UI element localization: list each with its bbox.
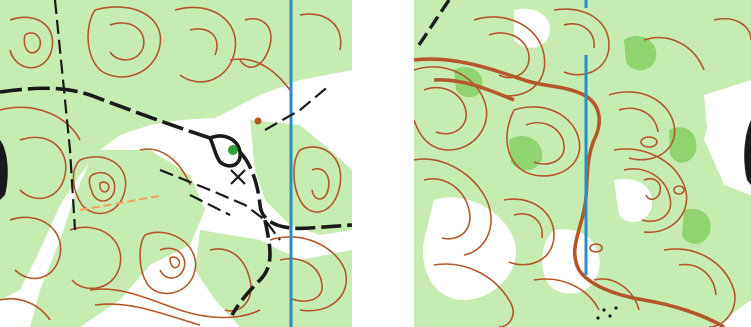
contour-line (553, 8, 610, 76)
contour-line (189, 28, 218, 56)
contour-line (99, 181, 110, 193)
contour-line (139, 148, 191, 186)
contour-line (473, 16, 546, 97)
vegetation-dense (669, 127, 697, 163)
contour-line (613, 148, 688, 233)
edge-blob (0, 140, 8, 200)
contour-lines-right (414, 8, 751, 327)
contour-line (87, 6, 162, 78)
dashed-path (159, 168, 281, 241)
light-path (79, 195, 161, 211)
green-dot (228, 145, 238, 155)
map-right-svg (414, 0, 751, 327)
contour-line (643, 36, 705, 71)
knoll (673, 185, 685, 195)
knoll (640, 136, 658, 148)
contour-line (9, 216, 62, 280)
contour-line (618, 107, 659, 133)
contour-line (623, 168, 672, 222)
contour-line (94, 303, 201, 326)
contour-line (293, 146, 342, 213)
control-cross-stroke (230, 169, 246, 185)
contour-line (89, 288, 261, 319)
contour-line (88, 171, 116, 202)
dashed-paths-left (53, 0, 331, 241)
orienteering-map-right (414, 0, 751, 327)
contour-line (0, 106, 81, 141)
contour-line (663, 248, 736, 327)
control-cross-icon (230, 169, 246, 185)
dashed-path (189, 194, 231, 216)
clearing (423, 197, 516, 300)
dot-knoll-group (596, 306, 618, 320)
contour-line (563, 23, 595, 49)
contour-line (433, 263, 514, 327)
dot-knoll (614, 306, 618, 310)
contour-line (69, 226, 122, 290)
vegetation-dense (624, 36, 657, 71)
contour-line (533, 278, 600, 311)
knolls-right (589, 136, 685, 253)
contour-line (299, 13, 342, 51)
contour-line (513, 213, 543, 239)
dot-knoll (596, 316, 600, 320)
contour-line (506, 106, 581, 177)
orienteering-map-left (0, 0, 352, 327)
contour-line (159, 247, 186, 279)
contour-line (643, 177, 662, 201)
contour-line (525, 121, 565, 165)
contour-line (279, 258, 323, 302)
vegetation-area (0, 0, 352, 300)
map-left-svg (0, 0, 352, 327)
vegetation-area (250, 120, 352, 235)
dot-knoll (602, 308, 606, 312)
contour-line (713, 18, 751, 41)
contour-line (503, 198, 555, 266)
contour-line (139, 231, 197, 295)
contour-line (169, 256, 181, 269)
brown-dot (254, 117, 262, 125)
contour-line (414, 66, 488, 151)
tracks-left (0, 86, 352, 316)
track (238, 150, 352, 231)
contour-line (0, 298, 51, 321)
contour-line (19, 136, 67, 200)
contour-line (72, 156, 127, 215)
index-contour (433, 78, 515, 102)
edge-blob (744, 120, 751, 185)
contour-line (23, 32, 42, 54)
contour-lines-left (0, 6, 348, 326)
contour-line (269, 236, 348, 312)
contour-line (9, 16, 54, 69)
contour-line (423, 86, 467, 135)
clearing (704, 80, 751, 195)
track (0, 86, 211, 140)
dashed-path (417, 0, 451, 46)
track (230, 219, 272, 316)
contour-line (109, 22, 145, 61)
contour-line (608, 91, 676, 161)
track (208, 134, 242, 168)
contour-line (229, 58, 291, 91)
clearing (514, 8, 550, 48)
dashed-path (53, 0, 77, 231)
vegetation-dense (509, 136, 543, 171)
dot-knoll (608, 314, 612, 318)
contour-line (174, 6, 237, 83)
contour-line (593, 278, 640, 311)
contour-line (311, 168, 330, 200)
dashed-path (264, 84, 331, 131)
knoll (589, 243, 603, 253)
clearing (614, 178, 653, 223)
contour-line (414, 158, 492, 256)
contour-line (423, 178, 471, 240)
contour-line (678, 263, 717, 296)
contour-line (239, 18, 272, 68)
vegetation-dense (682, 208, 711, 244)
